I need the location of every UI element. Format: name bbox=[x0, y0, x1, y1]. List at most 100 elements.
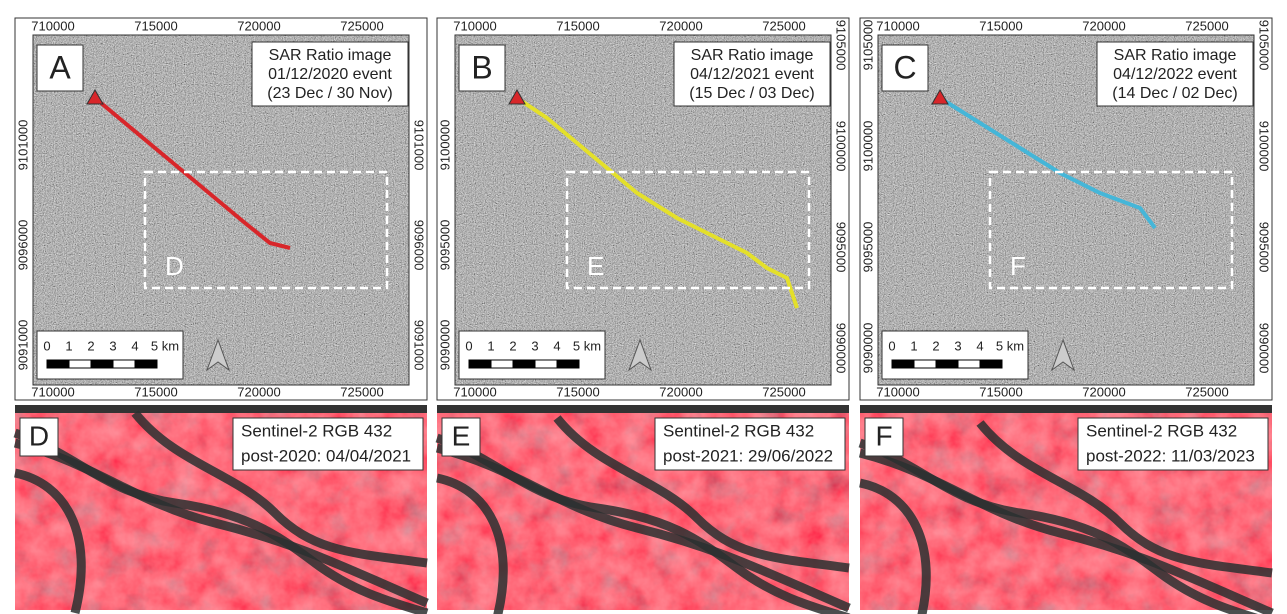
x-coord-bottom: 720000 bbox=[659, 384, 702, 399]
x-coord-bottom: 720000 bbox=[1082, 384, 1125, 399]
label-box bbox=[251, 41, 409, 107]
x-coord-top: 710000 bbox=[31, 18, 74, 33]
scale-segment bbox=[534, 359, 558, 369]
y-coord: 9096000 bbox=[15, 220, 30, 271]
panel-letter: A bbox=[49, 49, 71, 85]
scale-label: 5 km bbox=[151, 338, 179, 353]
box-label: E bbox=[587, 251, 604, 281]
letter-box bbox=[19, 417, 59, 457]
scale-segment bbox=[556, 359, 580, 369]
river bbox=[858, 448, 1274, 614]
vent-marker bbox=[86, 88, 104, 105]
scale-label: 5 km bbox=[573, 338, 601, 353]
x-coord-top: 715000 bbox=[134, 18, 177, 33]
dashed-box bbox=[565, 170, 811, 290]
image-border bbox=[454, 34, 832, 386]
x-coord-bottom: 725000 bbox=[762, 384, 805, 399]
scale-segment bbox=[468, 359, 492, 369]
scale-label: 1 bbox=[65, 338, 72, 353]
x-coord-bottom: 710000 bbox=[876, 384, 919, 399]
north-arrow bbox=[627, 338, 653, 372]
y-coord: 9091000 bbox=[15, 320, 30, 371]
scale-box bbox=[458, 330, 606, 380]
scale-label: 4 bbox=[976, 338, 983, 353]
river bbox=[13, 438, 429, 608]
x-coord-top: 715000 bbox=[979, 18, 1022, 33]
scale-label: 5 km bbox=[996, 338, 1024, 353]
x-coord-top: 720000 bbox=[237, 18, 280, 33]
x-coord-bottom: 710000 bbox=[31, 384, 74, 399]
scale-label: 4 bbox=[553, 338, 560, 353]
y-coord: 9090000 bbox=[437, 320, 452, 371]
scale-segment bbox=[46, 359, 70, 369]
river bbox=[435, 443, 851, 613]
scale-segment bbox=[512, 359, 536, 369]
scale-segment bbox=[979, 359, 1003, 369]
north-arrow bbox=[205, 338, 231, 372]
x-coord-top: 725000 bbox=[340, 18, 383, 33]
x-coord-top: 725000 bbox=[762, 18, 805, 33]
scale-label: 0 bbox=[43, 338, 50, 353]
x-coord-top: 720000 bbox=[1082, 18, 1125, 33]
y-coord: 9101000 bbox=[15, 120, 30, 171]
x-coord-bottom: 725000 bbox=[1185, 384, 1228, 399]
scale-label: 1 bbox=[910, 338, 917, 353]
y-coord: 9091000 bbox=[412, 320, 427, 371]
label-line: 04/12/2022 event bbox=[1113, 66, 1237, 83]
y-coord: 9105000 bbox=[1257, 20, 1272, 71]
y-coord: 9105000 bbox=[834, 20, 849, 71]
x-coord-bottom: 725000 bbox=[340, 384, 383, 399]
label-line: (14 Dec / 02 Dec) bbox=[1112, 85, 1237, 102]
scale-label: 3 bbox=[531, 338, 538, 353]
y-coord: 9095000 bbox=[860, 222, 875, 273]
scale-label: 2 bbox=[87, 338, 94, 353]
x-coord-bottom: 715000 bbox=[134, 384, 177, 399]
scale-label: 3 bbox=[954, 338, 961, 353]
header-strip bbox=[437, 405, 849, 413]
y-coord: 9095000 bbox=[1257, 222, 1272, 273]
river bbox=[13, 410, 428, 614]
river bbox=[435, 415, 850, 614]
x-coord-bottom: 715000 bbox=[979, 384, 1022, 399]
vent-marker bbox=[931, 88, 949, 105]
label-line: (23 Dec / 30 Nov) bbox=[267, 85, 392, 102]
flow-outline bbox=[93, 96, 291, 250]
label-line: post-2021: 29/06/2022 bbox=[663, 446, 833, 465]
panel-letter: B bbox=[471, 49, 492, 85]
scale-segment bbox=[112, 359, 136, 369]
scale-label: 2 bbox=[932, 338, 939, 353]
label-line: 04/12/2021 event bbox=[690, 66, 814, 83]
dashed-box bbox=[143, 170, 389, 290]
label-line: SAR Ratio image bbox=[691, 47, 814, 64]
box-label: D bbox=[165, 251, 184, 281]
label-line: post-2022: 11/03/2023 bbox=[1086, 446, 1255, 465]
x-coord-bottom: 720000 bbox=[237, 384, 280, 399]
y-coord: 9100000 bbox=[860, 121, 875, 172]
letter-box bbox=[881, 44, 929, 92]
x-coord-bottom: 715000 bbox=[556, 384, 599, 399]
y-coord: 9100000 bbox=[437, 120, 452, 171]
y-coord: 9101000 bbox=[412, 120, 427, 171]
label-line: (15 Dec / 03 Dec) bbox=[689, 85, 814, 102]
scale-label: 1 bbox=[487, 338, 494, 353]
scale-segment bbox=[913, 359, 937, 369]
panel-letter: E bbox=[452, 420, 471, 451]
label-box bbox=[1077, 417, 1269, 471]
y-coord: 9096000 bbox=[412, 220, 427, 271]
y-coord: 9100000 bbox=[834, 121, 849, 172]
scale-segment bbox=[134, 359, 158, 369]
scale-label: 3 bbox=[109, 338, 116, 353]
panel-letter: D bbox=[29, 420, 49, 451]
x-coord-top: 710000 bbox=[876, 18, 919, 33]
x-coord-top: 710000 bbox=[453, 18, 496, 33]
dashed-box bbox=[988, 170, 1234, 290]
x-coord-top: 720000 bbox=[659, 18, 702, 33]
header-strip bbox=[860, 405, 1272, 413]
letter-box bbox=[36, 44, 84, 92]
panel-letter: C bbox=[893, 49, 916, 85]
scale-label: 2 bbox=[509, 338, 516, 353]
label-line: Sentinel-2 RGB 432 bbox=[663, 421, 814, 440]
x-coord-top: 715000 bbox=[556, 18, 599, 33]
